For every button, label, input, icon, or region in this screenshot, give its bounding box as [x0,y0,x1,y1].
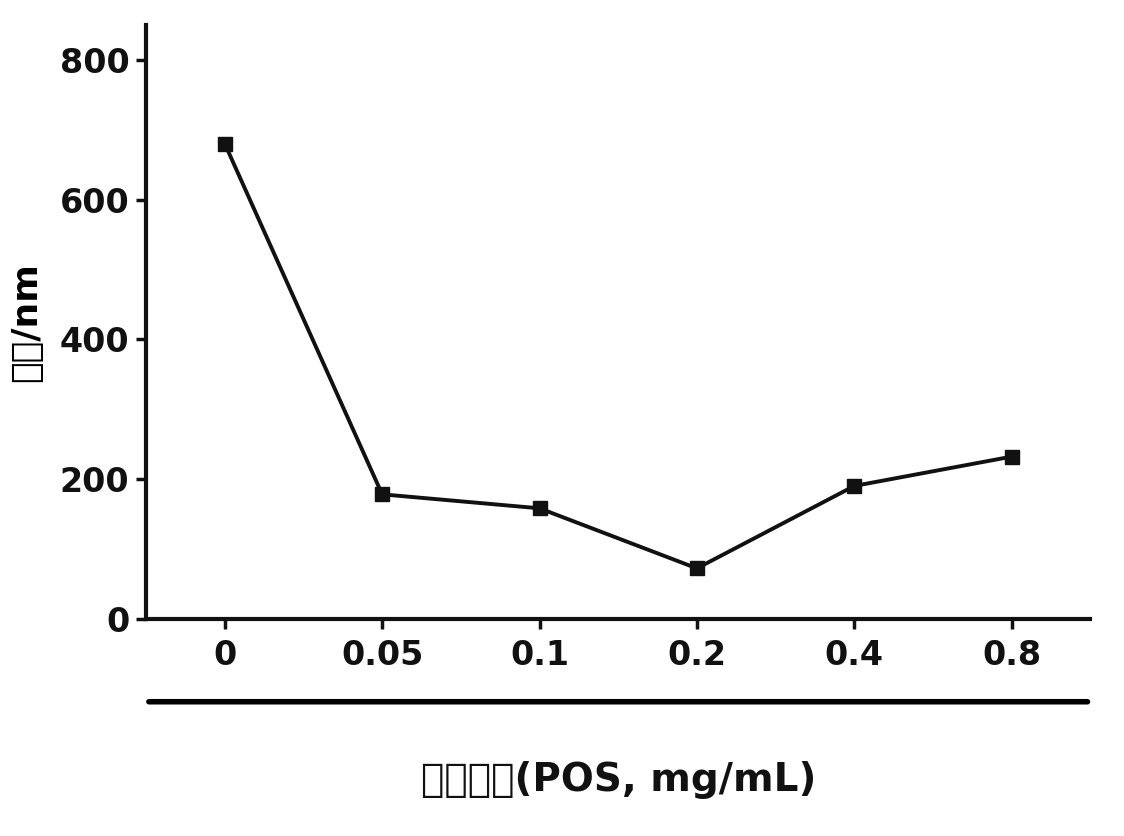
Y-axis label: 粒径/nm: 粒径/nm [9,262,43,382]
Text: 茕苓寄糖(POS, mg/mL): 茕苓寄糖(POS, mg/mL) [420,761,816,799]
